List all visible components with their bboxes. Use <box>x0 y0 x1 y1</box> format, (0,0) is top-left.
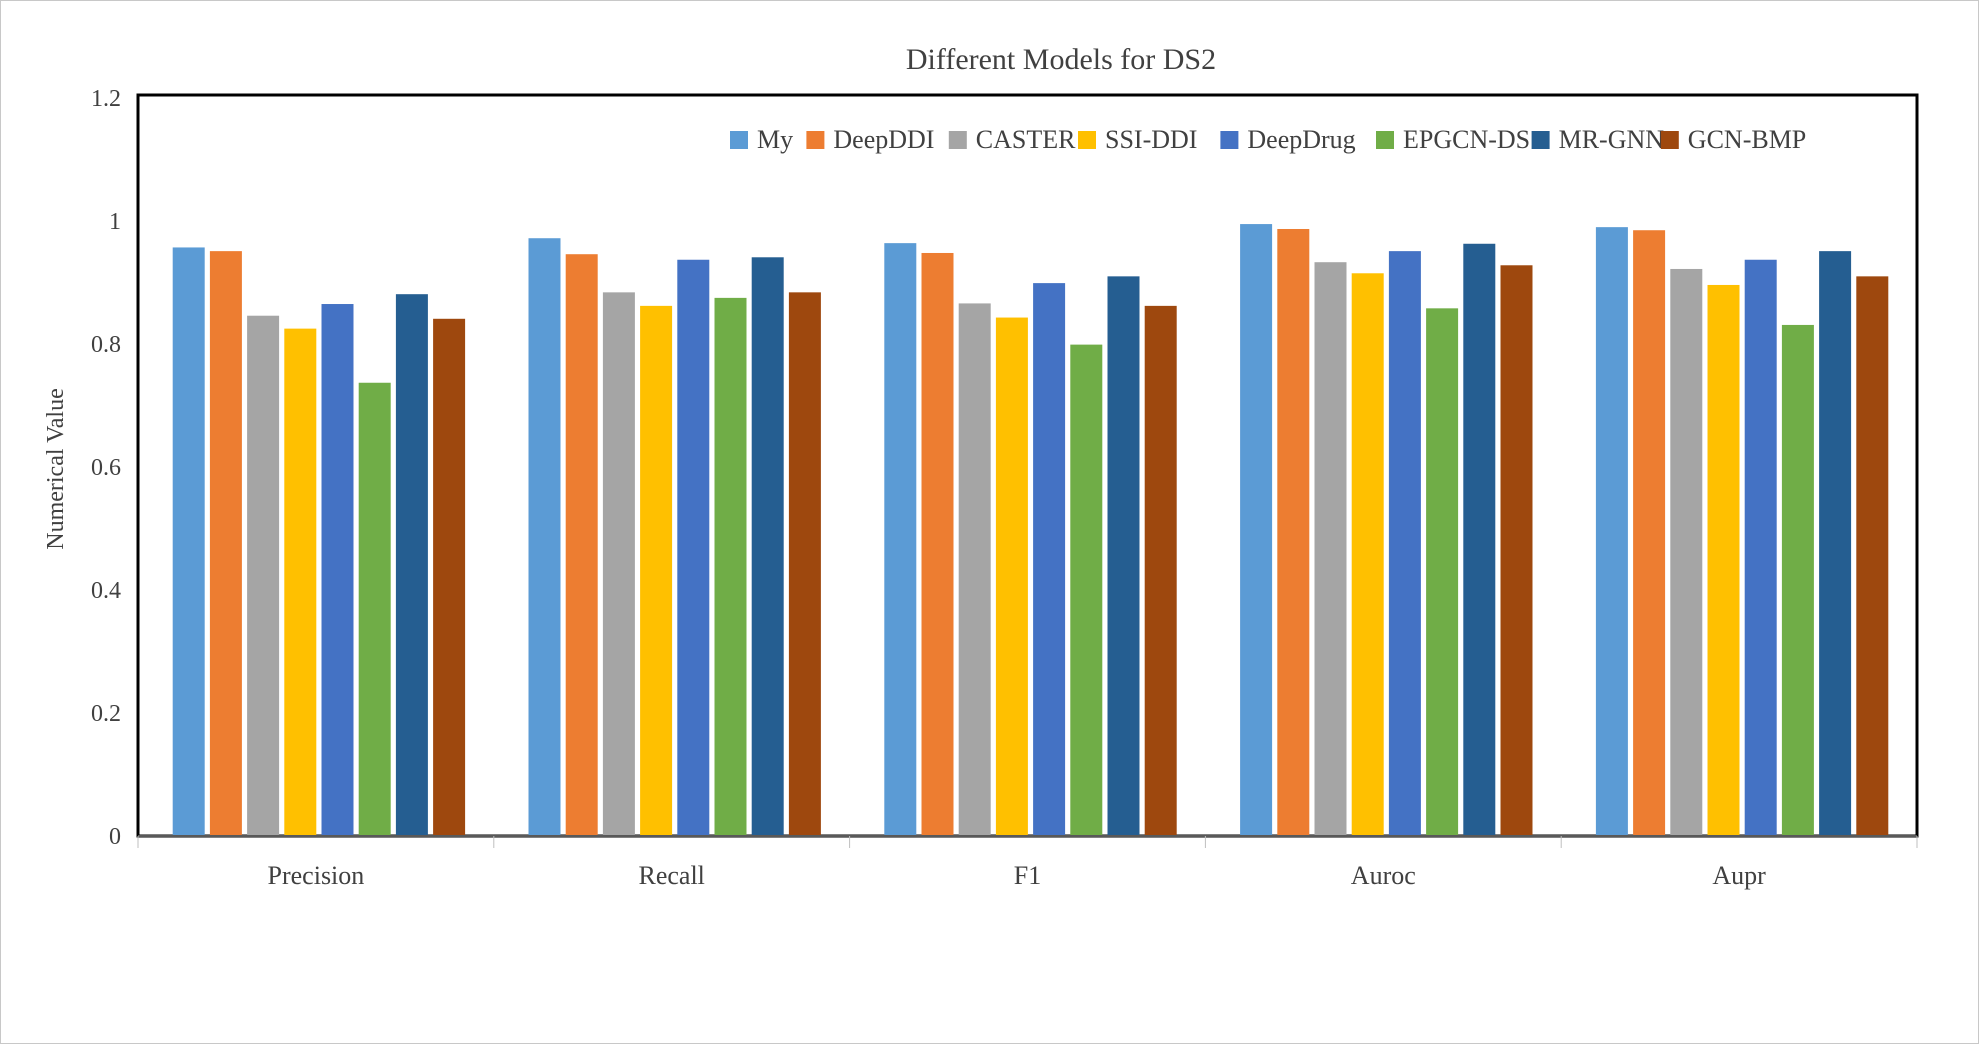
y-tick-label: 1.2 <box>91 86 121 112</box>
bar-epgcn-ds-aupr <box>1781 324 1814 836</box>
legend-swatch <box>1376 131 1394 149</box>
legend-label: EPGCN-DS <box>1403 125 1530 154</box>
y-axis-label: Numerical Value <box>43 388 69 550</box>
bar-gcn-bmp-auroc <box>1500 265 1533 836</box>
bar-caster-precision <box>247 315 280 837</box>
bar-deepddi-f1 <box>921 252 954 837</box>
legend: My DeepDDI CASTER SSI-DDI DeepDrug EPGCN-DS MR… <box>730 125 1806 154</box>
bar-my-f1 <box>884 243 917 836</box>
bar-deepdrug-recall <box>677 259 710 836</box>
x-tick-label: F1 <box>1014 861 1041 890</box>
bar-epgcn-ds-auroc <box>1426 308 1459 837</box>
legend-swatch <box>1660 131 1679 149</box>
y-tick-label: 0.8 <box>91 332 121 358</box>
x-tick-label: Aupr <box>1712 861 1766 890</box>
legend-swatch <box>1220 131 1239 149</box>
legend-label: DeepDrug <box>1247 125 1355 154</box>
bar-gcn-bmp-precision <box>433 318 466 836</box>
bar-deepdrug-f1 <box>1033 283 1066 836</box>
legend-label: GCN-BMP <box>1688 125 1806 154</box>
legend-swatch <box>948 131 967 149</box>
legend-swatch <box>806 131 825 149</box>
bar-epgcn-ds-f1 <box>1070 344 1103 836</box>
bar-gcn-bmp-f1 <box>1144 305 1177 836</box>
y-tick-label: 0.6 <box>91 455 121 481</box>
bar-my-precision <box>172 247 205 836</box>
legend-label: CASTER <box>976 125 1076 154</box>
bar-deepdrug-precision <box>321 304 354 836</box>
bar-caster-auroc <box>1314 262 1347 837</box>
bar-deepddi-precision <box>209 251 242 836</box>
bar-epgcn-ds-precision <box>358 382 391 836</box>
bar-caster-aupr <box>1670 268 1703 837</box>
bar-mr-gnn-f1 <box>1107 276 1140 837</box>
bar-deepddi-auroc <box>1277 228 1310 836</box>
bar-deepddi-aupr <box>1633 230 1666 837</box>
x-tick-label: Recall <box>638 861 704 890</box>
y-tick-label: 0.4 <box>91 578 121 604</box>
bar-mr-gnn-precision <box>395 294 428 836</box>
bar-epgcn-ds-recall <box>714 297 747 836</box>
axes-layer: 0 0.2 0.4 0.6 0.8 1 1.2 Precision Recall F1 Auroc A… <box>91 86 1918 890</box>
bar-my-recall <box>528 238 561 837</box>
bar-mr-gnn-recall <box>751 257 784 836</box>
y-tick-label: 0 <box>109 824 121 850</box>
x-tick-label: Precision <box>268 861 365 890</box>
bar-deepdrug-aupr <box>1744 259 1777 836</box>
bar-gcn-bmp-aupr <box>1856 276 1889 837</box>
bar-ssi-ddi-auroc <box>1351 273 1384 836</box>
chart-title: Different Models for DS2 <box>906 43 1216 76</box>
y-tick-label: 1 <box>109 209 121 235</box>
legend-label: DeepDDI <box>833 125 934 154</box>
legend-swatch <box>1531 131 1550 149</box>
bar-ssi-ddi-aupr <box>1707 284 1740 837</box>
bar-my-aupr <box>1595 227 1628 836</box>
legend-label: My <box>757 125 793 154</box>
bar-ssi-ddi-recall <box>640 305 673 836</box>
bar-caster-f1 <box>958 303 991 836</box>
y-tick-label: 0.2 <box>91 701 121 727</box>
bar-ssi-ddi-f1 <box>995 317 1028 836</box>
legend-label: SSI-DDI <box>1105 125 1197 154</box>
legend-swatch <box>1078 131 1096 149</box>
x-tick-label: Auroc <box>1351 861 1416 890</box>
bar-deepddi-recall <box>565 254 598 836</box>
bar-deepdrug-auroc <box>1388 251 1421 836</box>
bar-gcn-bmp-recall <box>788 292 821 837</box>
bar-mr-gnn-aupr <box>1819 251 1852 836</box>
bar-mr-gnn-auroc <box>1463 243 1496 836</box>
bar-my-auroc <box>1240 224 1273 836</box>
legend-swatch <box>730 131 748 149</box>
bar-caster-recall <box>602 292 635 837</box>
bars-layer <box>172 224 1889 837</box>
bar-ssi-ddi-precision <box>284 328 317 836</box>
legend-label: MR-GNN <box>1559 125 1665 154</box>
